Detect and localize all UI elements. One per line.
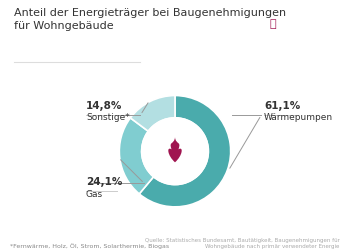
Text: DEIN-: DEIN- [297, 13, 317, 18]
Circle shape [142, 118, 208, 185]
Text: 14,8%: 14,8% [86, 101, 122, 111]
Text: 24,1%: 24,1% [86, 177, 122, 187]
Text: Sonstige*: Sonstige* [86, 113, 130, 122]
Text: Anteil der Energieträger bei Baugenehmigungen
für Wohngebäude: Anteil der Energieträger bei Baugenehmig… [14, 8, 286, 31]
Text: 🔥: 🔥 [270, 19, 276, 29]
Wedge shape [130, 96, 175, 131]
Text: 61,1%: 61,1% [264, 101, 300, 111]
Wedge shape [139, 96, 231, 207]
Text: Gas: Gas [86, 190, 103, 199]
Text: Wärmepumpen: Wärmepumpen [264, 113, 333, 122]
Text: BAUER.de: BAUER.de [289, 30, 324, 35]
Text: Quelle: Statistisches Bundesamt, Bautätigkeit, Baugenehmigungen für
Wohngebäude : Quelle: Statistisches Bundesamt, Bautäti… [145, 238, 340, 249]
Text: *Fernwärme, Holz, Öl, Strom, Solarthermie, Biogas: *Fernwärme, Holz, Öl, Strom, Solarthermi… [10, 244, 170, 249]
PathPatch shape [168, 137, 182, 162]
Text: HEIZUNGS-: HEIZUNGS- [287, 21, 326, 26]
Wedge shape [119, 118, 154, 194]
